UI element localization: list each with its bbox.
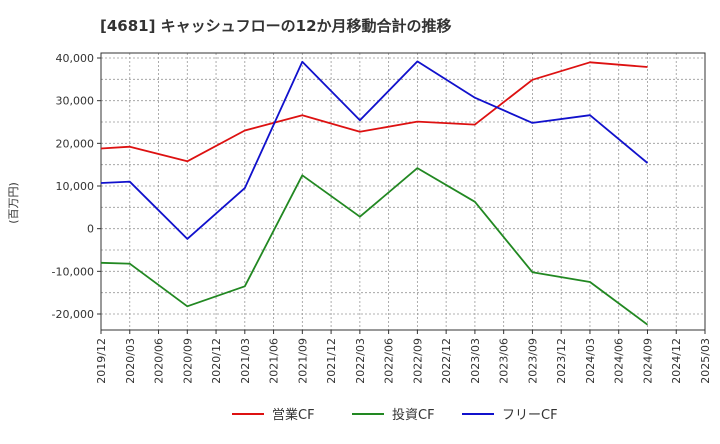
legend-label: フリーCF — [502, 408, 558, 423]
x-tick-label: 2021/12 — [325, 338, 338, 384]
y-axis-label: (百万円) — [7, 182, 20, 224]
x-tick-label: 2020/09 — [181, 338, 194, 384]
x-tick-label: 2023/06 — [498, 338, 511, 384]
x-tick-label: 2024/06 — [613, 338, 626, 384]
series-line — [100, 167, 649, 326]
y-tick-label: -20,000 — [52, 308, 94, 321]
x-tick-label: 2022/03 — [354, 338, 367, 384]
x-axis-ticks: 2019/12 2020/03 2020/06 2020/09 2020/12 2021/… — [95, 330, 712, 384]
series-lines — [100, 60, 649, 326]
y-axis-ticks: 40,000 30,000 20,000 10,000 0 -10,000 -20,000 — [52, 52, 101, 321]
x-tick-label: 2025/03 — [699, 338, 712, 384]
legend: 営業CF 投資CF フリーCF — [232, 407, 558, 423]
x-tick-label: 2023/12 — [555, 338, 568, 384]
x-tick-label: 2021/03 — [239, 338, 252, 384]
x-tick-label: 2022/06 — [383, 338, 396, 384]
x-tick-label: 2021/06 — [268, 338, 281, 384]
grid-lines — [101, 53, 705, 330]
y-tick-label: 0 — [87, 223, 94, 236]
x-tick-label: 2023/09 — [526, 338, 539, 384]
x-tick-label: 2024/12 — [670, 338, 683, 384]
x-tick-label: 2020/03 — [124, 338, 137, 384]
x-tick-label: 2022/12 — [440, 338, 453, 384]
legend-label: 営業CF — [272, 407, 315, 423]
series-line — [100, 60, 649, 240]
plot-frame — [100, 52, 706, 331]
y-tick-label: 30,000 — [56, 95, 95, 108]
x-tick-label: 2023/03 — [469, 338, 482, 384]
legend-label: 投資CF — [392, 407, 435, 423]
y-tick-label: -10,000 — [52, 265, 94, 278]
y-tick-label: 10,000 — [56, 180, 95, 193]
x-tick-label: 2019/12 — [95, 338, 108, 384]
series-line — [100, 61, 648, 163]
x-tick-label: 2024/09 — [641, 338, 654, 384]
x-tick-label: 2022/09 — [411, 338, 424, 384]
x-tick-label: 2021/09 — [296, 338, 309, 384]
y-tick-label: 20,000 — [56, 137, 95, 150]
x-tick-label: 2020/06 — [153, 338, 166, 384]
x-tick-label: 2020/12 — [210, 338, 223, 384]
chart-title: [4681] キャッシュフローの12か月移動合計の推移 — [100, 17, 452, 35]
y-tick-label: 40,000 — [56, 52, 95, 65]
x-tick-label: 2024/03 — [584, 338, 597, 384]
